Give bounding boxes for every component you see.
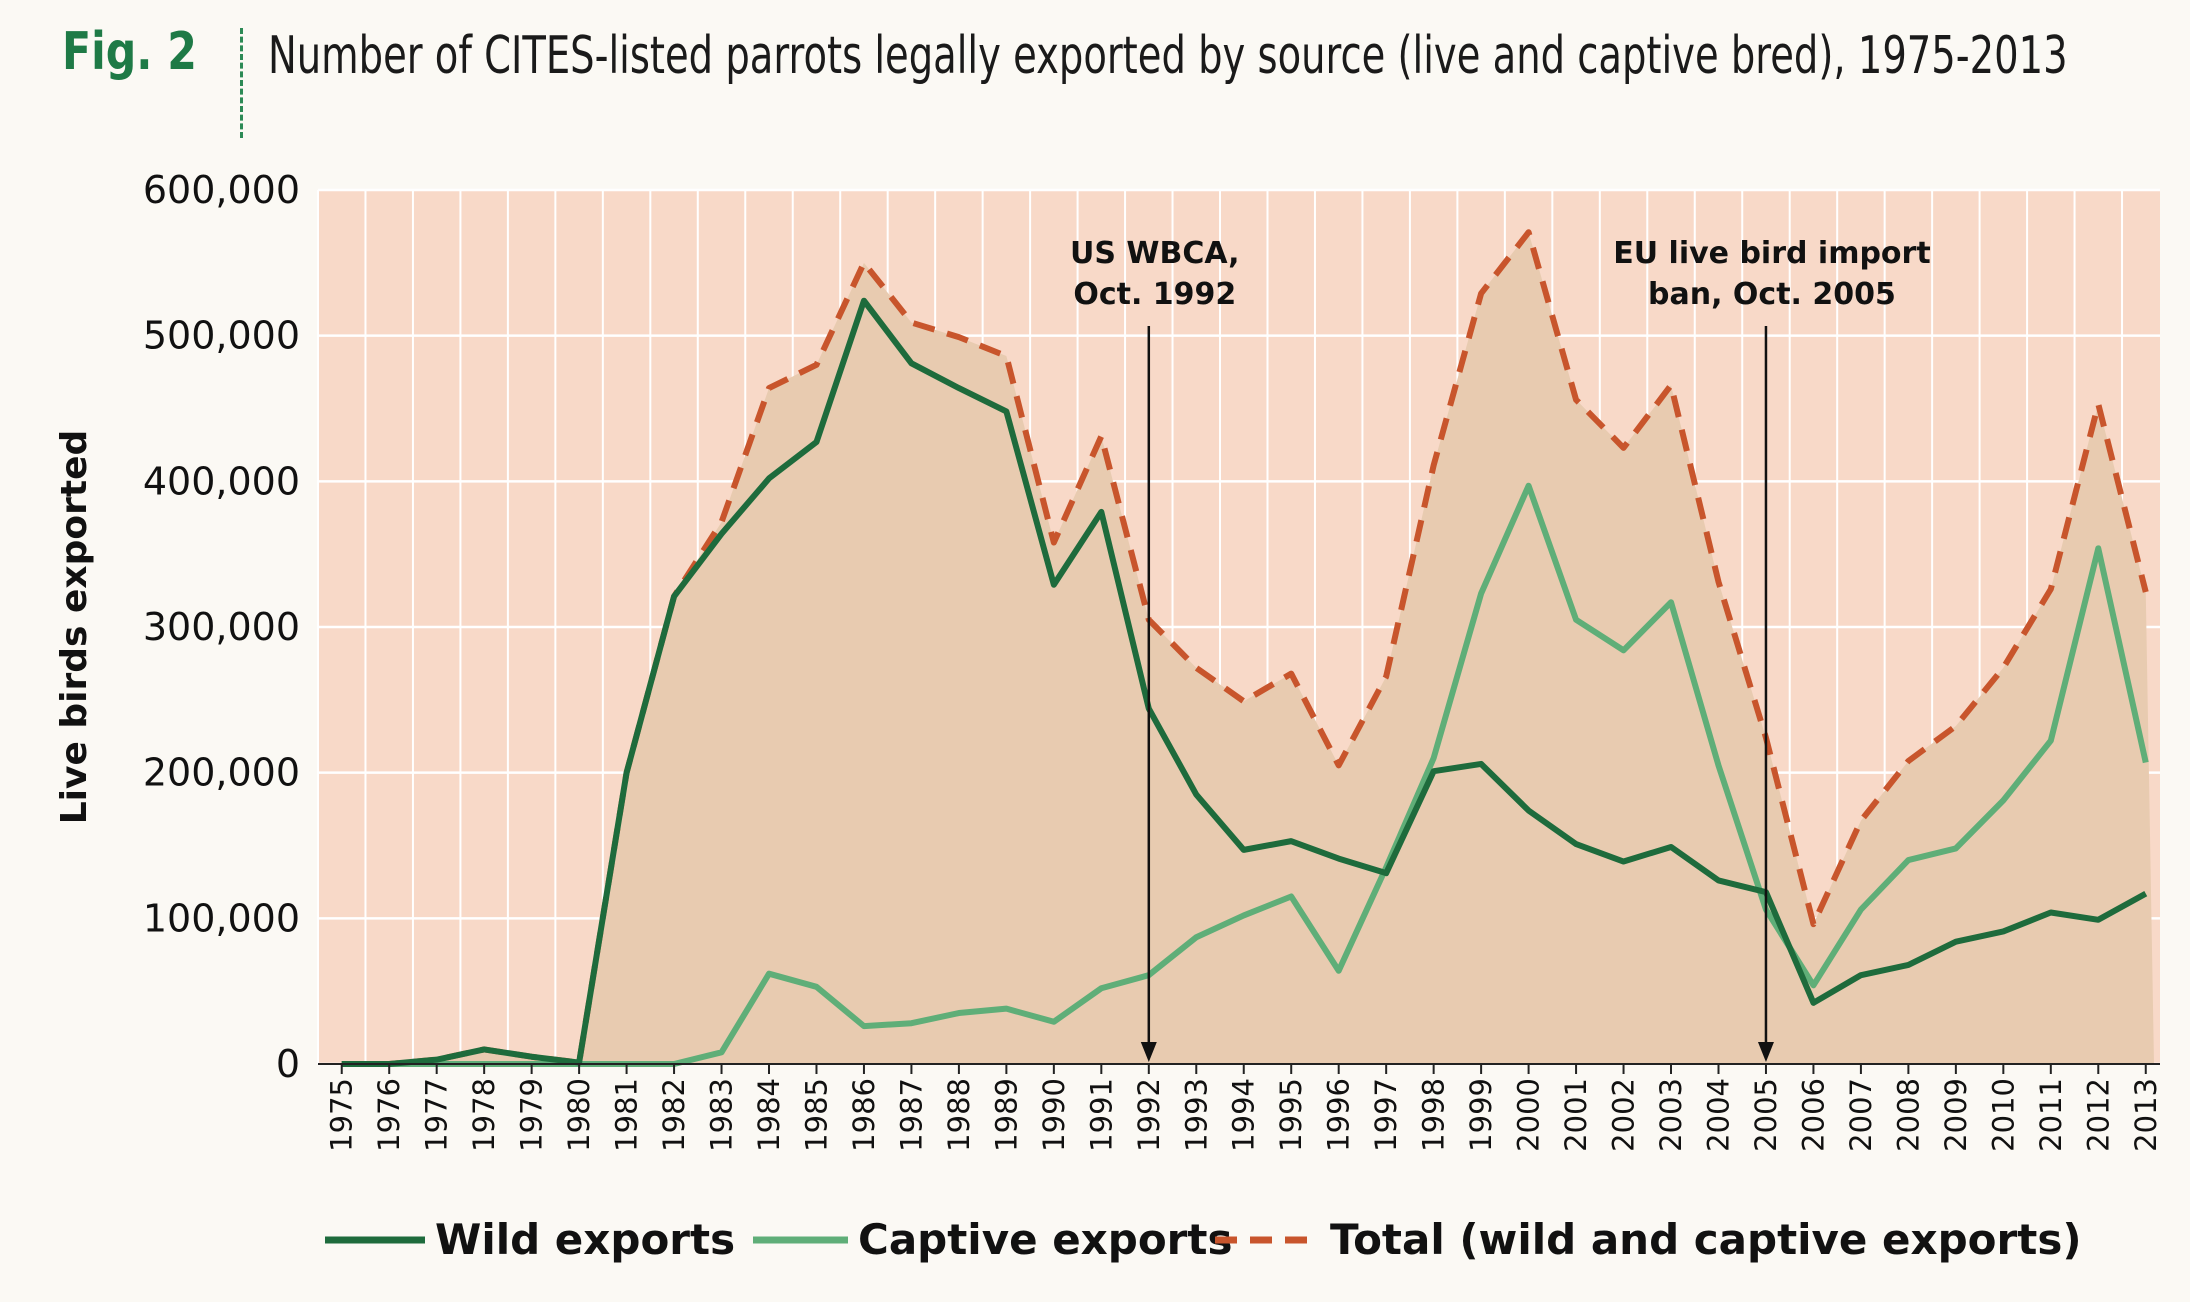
y-tick-label: 0 [276, 1042, 300, 1086]
x-tick-label: 2003 [1654, 1078, 1688, 1152]
x-tick-label: 1979 [515, 1078, 549, 1152]
x-tick-label: 1980 [562, 1078, 596, 1152]
annotation-text: US WBCA, [1070, 236, 1240, 271]
total-area-fill [341, 232, 2155, 1064]
annotation-text: ban, Oct. 2005 [1648, 277, 1896, 312]
x-tick-label: 2001 [1559, 1078, 1593, 1152]
figure-title: Number of CITES-listed parrots legally e… [268, 26, 2068, 86]
legend-label-total: Total (wild and captive exports) [1330, 1215, 2082, 1264]
x-tick-label: 1977 [420, 1078, 454, 1152]
x-tick-label: 2007 [1844, 1078, 1878, 1152]
x-tick-label: 2005 [1749, 1078, 1783, 1152]
x-tick-label: 1997 [1369, 1078, 1403, 1152]
figure-header: Fig. 2 Number of CITES-listed parrots le… [0, 0, 2190, 150]
x-tick-label: 2000 [1512, 1078, 1546, 1152]
annotation-text: EU live bird import [1613, 236, 1930, 271]
x-tick-label: 1988 [942, 1078, 976, 1152]
y-tick-label: 400,000 [143, 459, 300, 503]
legend-label-wild: Wild exports [435, 1215, 735, 1264]
legend-label-captive: Captive exports [858, 1215, 1232, 1264]
x-tick-label: 1982 [657, 1078, 691, 1152]
annotation-arrowhead [1140, 1042, 1157, 1062]
x-tick-label: 2004 [1701, 1078, 1735, 1152]
x-tick-label: 2013 [2129, 1078, 2163, 1152]
x-tick-label: 1981 [610, 1078, 644, 1152]
x-tick-label: 1975 [325, 1078, 359, 1152]
x-tick-label: 2009 [1939, 1078, 1973, 1152]
x-axis: 1975 1976 1977 1978 1979 1980 1981 1982 1983 1984… [318, 1063, 2163, 1152]
x-tick-label: 2012 [2081, 1078, 2115, 1152]
x-tick-label: 2010 [1986, 1078, 2020, 1152]
x-tick-label: 1978 [467, 1078, 501, 1152]
x-tick-label: 1984 [752, 1078, 786, 1152]
x-tick-label: 1986 [847, 1078, 881, 1152]
x-tick-label: 1989 [989, 1078, 1023, 1152]
figure-label: Fig. 2 [62, 22, 197, 82]
header-divider [240, 28, 243, 138]
x-tick-label: 1992 [1132, 1078, 1166, 1152]
annotations: US WBCA, Oct. 1992 EU live bird import ban,… [1070, 236, 1931, 1062]
y-axis-label: Live birds exported [54, 430, 95, 825]
x-tick-label: 1991 [1084, 1078, 1118, 1152]
total-area [341, 232, 2155, 1064]
annotation-arrowhead [1757, 1042, 1774, 1062]
x-tick-label: 1994 [1227, 1078, 1261, 1152]
wild-series-line [341, 297, 2148, 1067]
y-axis: 0 100,000 200,000 300,000 400,000 500,000 600,… [143, 168, 300, 1086]
x-tick-label: 1985 [799, 1078, 833, 1152]
x-tick-label: 1998 [1417, 1078, 1451, 1152]
legend: Wild exports Captive exports Total (wild a… [325, 1215, 2082, 1264]
y-tick-label: 200,000 [143, 751, 300, 795]
x-tick-label: 2008 [1891, 1078, 1925, 1152]
x-tick-label: 1993 [1179, 1078, 1213, 1152]
x-tick-label: 1976 [372, 1078, 406, 1152]
y-tick-label: 100,000 [143, 896, 300, 940]
x-tick-label: 2006 [1796, 1078, 1830, 1152]
x-tick-label: 1987 [894, 1078, 928, 1152]
x-tick-label: 1996 [1322, 1078, 1356, 1152]
x-tick-label: 2011 [2034, 1078, 2068, 1152]
x-tick-label: 1995 [1274, 1078, 1308, 1152]
x-tick-label: 1990 [1037, 1078, 1071, 1152]
x-tick-label: 1983 [705, 1078, 739, 1152]
x-tick-label: 1999 [1464, 1078, 1498, 1152]
x-tick-label: 2002 [1607, 1078, 1641, 1152]
y-tick-label: 300,000 [143, 605, 300, 649]
y-tick-label: 500,000 [143, 314, 300, 358]
y-tick-label: 600,000 [143, 168, 300, 212]
annotation-text: Oct. 1992 [1073, 277, 1236, 312]
